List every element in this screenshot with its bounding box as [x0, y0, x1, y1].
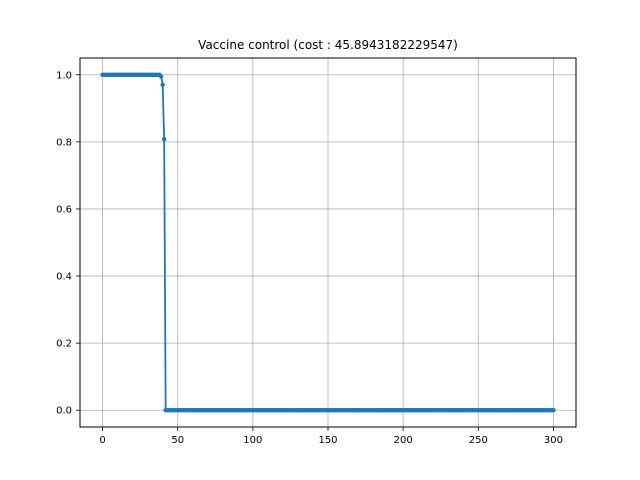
y-tick-label: 0.8 — [56, 137, 72, 148]
grid — [80, 58, 576, 427]
x-tick-label: 50 — [171, 435, 184, 446]
y-tick-label: 0.2 — [56, 339, 72, 350]
x-tick-label: 300 — [544, 435, 563, 446]
y-tick-label: 0.6 — [56, 204, 72, 215]
ticks: 0 50 100 150 200 250 300 0.0 0.2 0.4 0.6 0.8 1.0 — [56, 70, 563, 446]
x-tick-label: 150 — [318, 435, 337, 446]
y-tick-label: 1.0 — [56, 70, 72, 81]
y-tick-label: 0.0 — [56, 406, 72, 417]
x-tick-label: 0 — [99, 435, 105, 446]
data-point — [551, 408, 556, 413]
data-point — [161, 136, 167, 142]
data-layer — [100, 72, 556, 413]
data-point — [158, 74, 164, 79]
chart-title: Vaccine control (cost : 45.8943182229547… — [198, 38, 458, 52]
data-point — [160, 82, 165, 88]
x-tick-label: 100 — [243, 435, 262, 446]
y-tick-label: 0.4 — [56, 272, 72, 283]
x-tick-label: 250 — [469, 435, 488, 446]
x-tick-label: 200 — [394, 435, 413, 446]
